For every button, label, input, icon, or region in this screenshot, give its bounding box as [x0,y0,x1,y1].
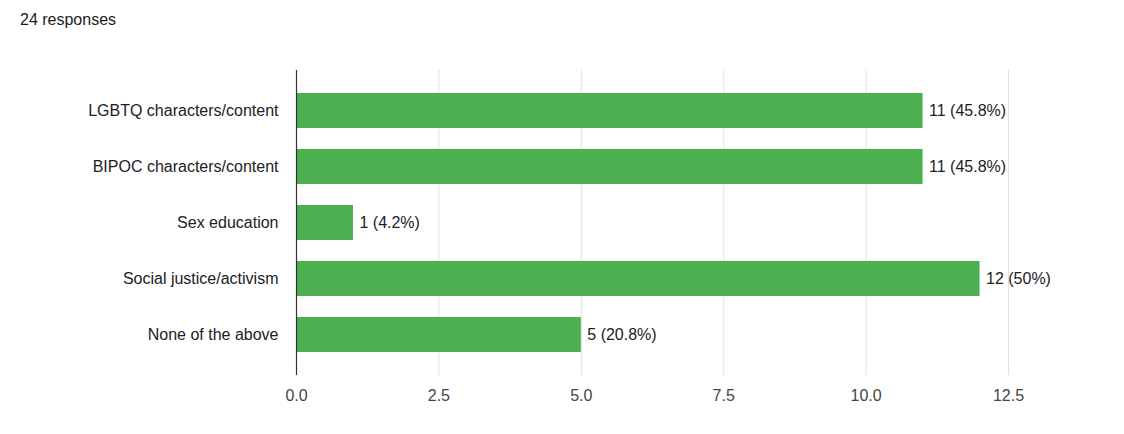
html-text:24 responses: 24 responses [20,11,117,28]
svg-text:None of the above: None of the above [148,326,279,343]
svg-text:1 (4.2%): 1 (4.2%) [359,214,419,231]
svg-text:Sex education: Sex education [177,214,278,231]
svg-text:2.5: 2.5 [428,387,450,404]
svg-text:7.5: 7.5 [713,387,735,404]
svg-text:12.5: 12.5 [993,387,1024,404]
svg-text:Social justice/activism: Social justice/activism [123,270,279,287]
svg-text:0.0: 0.0 [285,387,307,404]
svg-text:12 (50%): 12 (50%) [986,270,1051,287]
svg-text:LGBTQ characters/content: LGBTQ characters/content [88,102,279,119]
svg-text:BIPOC characters/content: BIPOC characters/content [93,158,279,175]
svg-text:11 (45.8%): 11 (45.8%) [929,102,1006,119]
svg-text:10.0: 10.0 [851,387,882,404]
svg-text:5 (20.8%): 5 (20.8%) [587,326,656,343]
svg-text:5.0: 5.0 [570,387,592,404]
svg-text:11 (45.8%): 11 (45.8%) [929,158,1006,175]
